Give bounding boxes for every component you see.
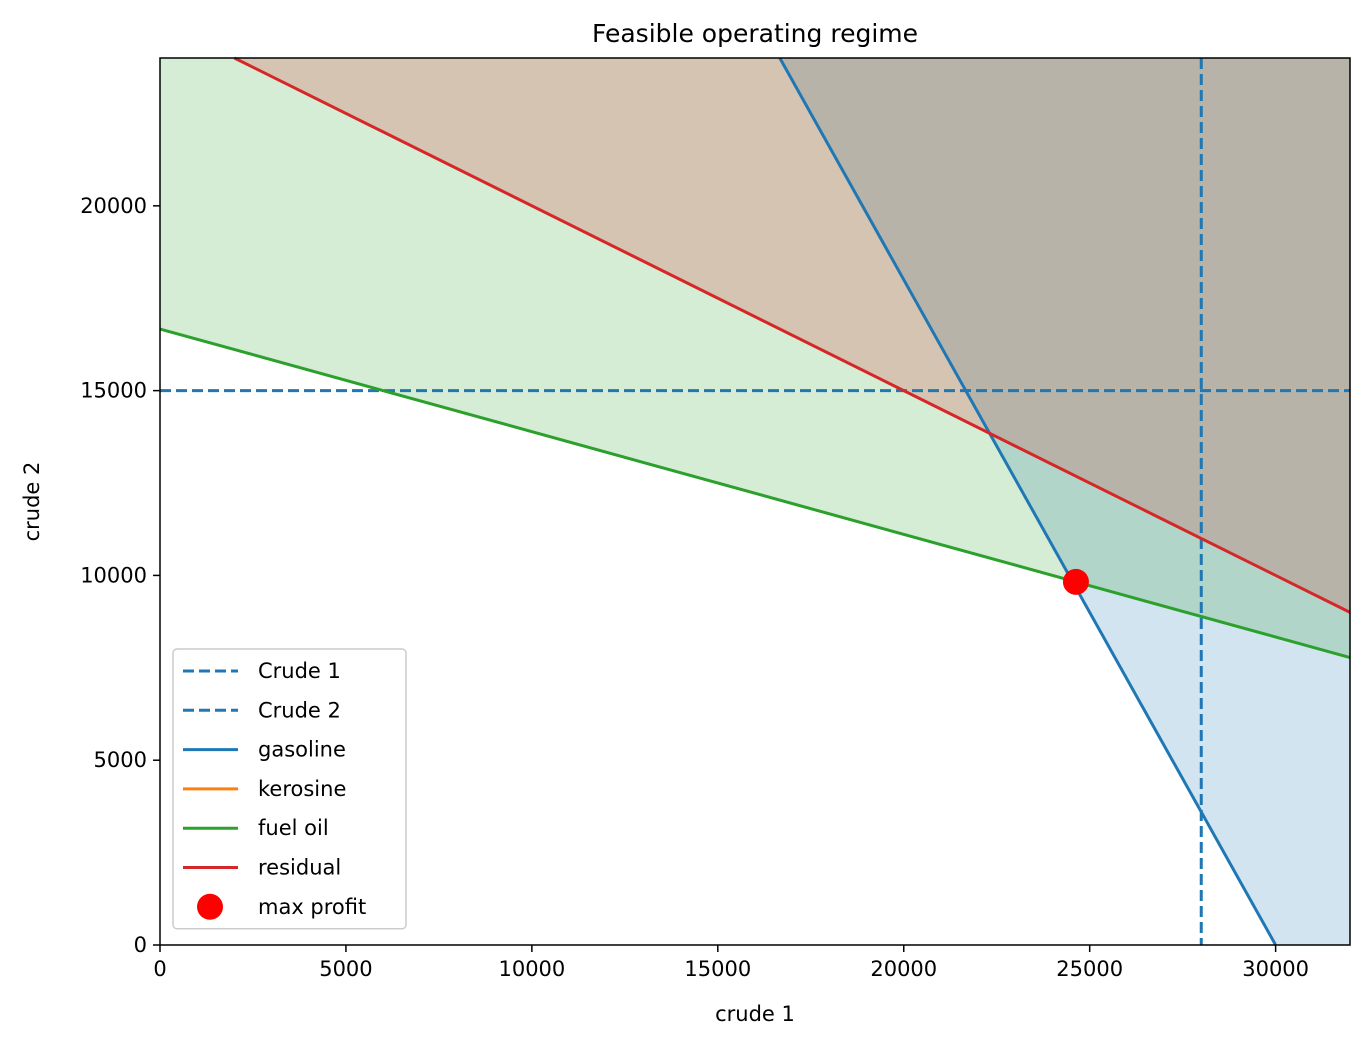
x-tick-label: 20000 — [870, 957, 937, 981]
gasoline-region — [160, 58, 1350, 945]
y-axis-ticks: 0 5000 10000 15000 20000 — [80, 194, 160, 957]
y-tick-label: 20000 — [80, 194, 147, 218]
legend-label-max-profit: max profit — [258, 895, 366, 919]
x-axis-label: crude 1 — [715, 1002, 795, 1026]
x-tick-label: 5000 — [319, 957, 372, 981]
legend-box — [172, 648, 407, 930]
x-axis-ticks: 0 5000 10000 15000 20000 25000 30000 — [153, 945, 1309, 981]
constraint-lines — [159, 56, 1351, 946]
y-tick-label: 0 — [134, 933, 147, 957]
legend-label-crude-1: Crude 1 — [258, 659, 341, 683]
shaded-regions — [160, 58, 1350, 945]
y-axis-label: crude 2 — [20, 462, 44, 542]
x-tick-label: 0 — [153, 957, 166, 981]
max-profit-point — [1062, 568, 1089, 595]
x-tick-label: 15000 — [684, 957, 751, 981]
y-tick-label: 10000 — [80, 563, 147, 587]
fuel-oil-region — [160, 58, 1350, 658]
gasoline-line — [778, 57, 1277, 946]
legend-label-fuel-oil: fuel oil — [258, 816, 329, 840]
y-tick-label: 15000 — [80, 379, 147, 403]
residual-line — [233, 56, 1351, 614]
fuel-oil-line — [159, 327, 1351, 659]
y-tick-label: 5000 — [94, 748, 147, 772]
legend-label-residual: residual — [258, 856, 341, 880]
x-tick-label: 30000 — [1242, 957, 1309, 981]
legend: Crude 1 Crude 2 gasoline kerosine fuel oil re… — [172, 648, 407, 930]
residual-region — [160, 58, 1350, 613]
legend-label-crude-2: Crude 2 — [258, 698, 341, 722]
data-points — [1062, 568, 1089, 595]
legend-label-gasoline: gasoline — [258, 738, 346, 762]
legend-marker-max-profit — [197, 893, 223, 920]
x-tick-label: 10000 — [498, 957, 565, 981]
chart-title: Feasible operating regime — [592, 19, 918, 48]
plot-frame — [159, 57, 1351, 946]
legend-label-kerosine: kerosine — [258, 777, 346, 801]
x-tick-label: 25000 — [1056, 957, 1123, 981]
